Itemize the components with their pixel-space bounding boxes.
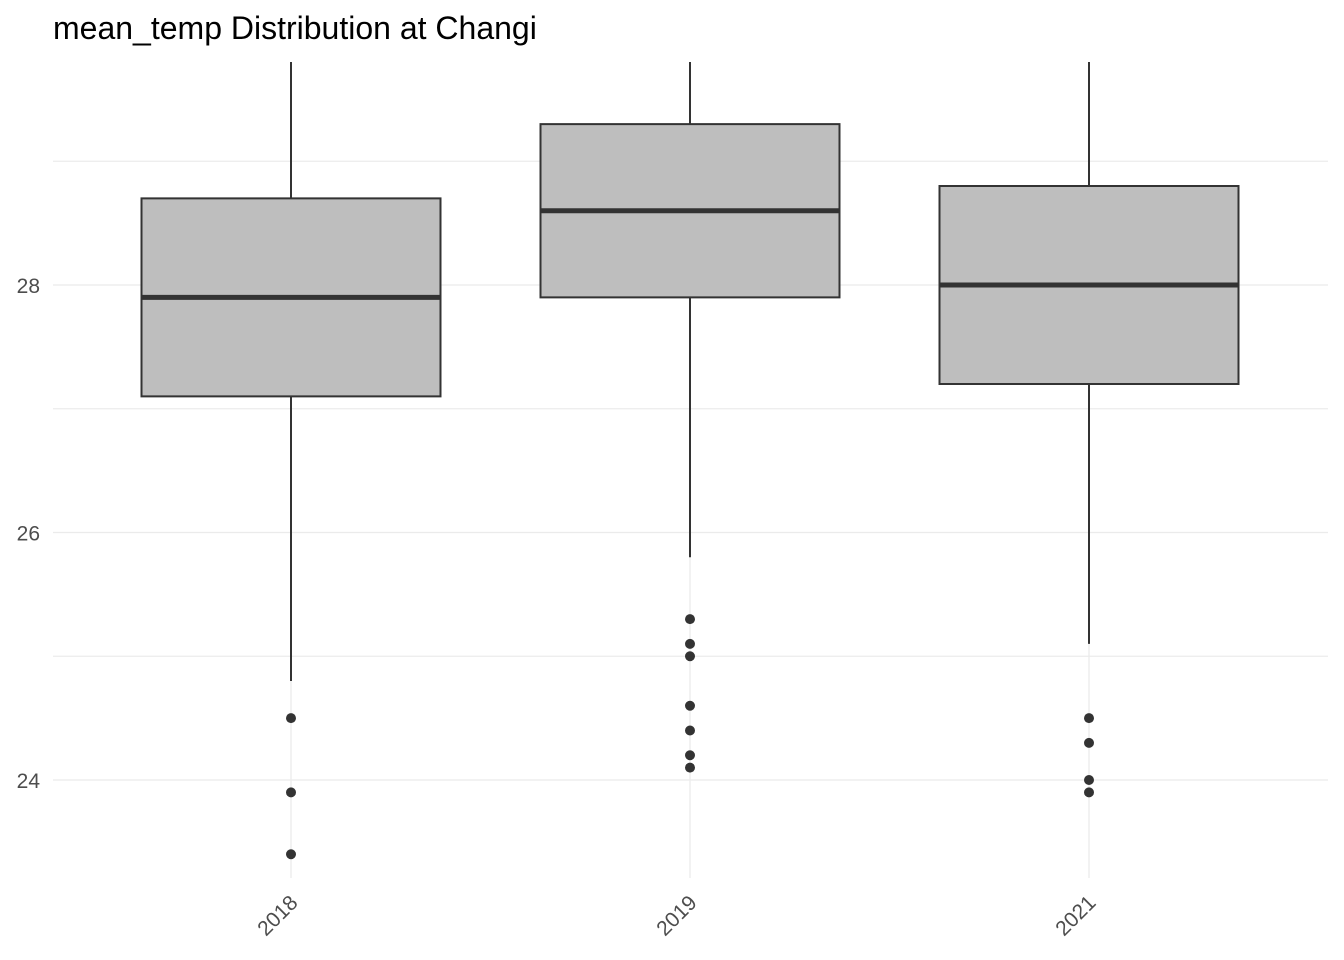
box-2021 [938,62,1240,798]
y-tick-label: 28 [17,275,40,298]
box-2019 [539,62,841,773]
outlier-point [286,849,296,860]
y-tick-label: 26 [17,523,40,546]
x-tick-label: 2019 [652,891,701,940]
outlier-point [685,614,695,625]
boxes [140,62,1240,860]
chart-title: mean_temp Distribution at Changi [53,10,537,46]
outlier-point [685,750,695,761]
outlier-point [685,762,695,773]
y-axis-ticks: 24 26 28 [17,275,41,793]
outlier-point [1084,737,1094,748]
outlier-point [685,725,695,736]
box-2018 [140,62,442,860]
outlier-point [685,700,695,711]
outlier-point [286,713,296,724]
y-tick-label: 24 [17,770,41,793]
x-tick-label: 2021 [1051,891,1100,940]
outlier-point [685,651,695,662]
outlier-point [1084,713,1094,724]
outlier-point [286,787,296,798]
outlier-point [1084,787,1094,798]
outlier-point [1084,775,1094,785]
x-tick-label: 2018 [253,891,302,940]
x-axis-ticks: 2018 2019 2021 [253,891,1100,940]
outlier-point [685,638,695,649]
